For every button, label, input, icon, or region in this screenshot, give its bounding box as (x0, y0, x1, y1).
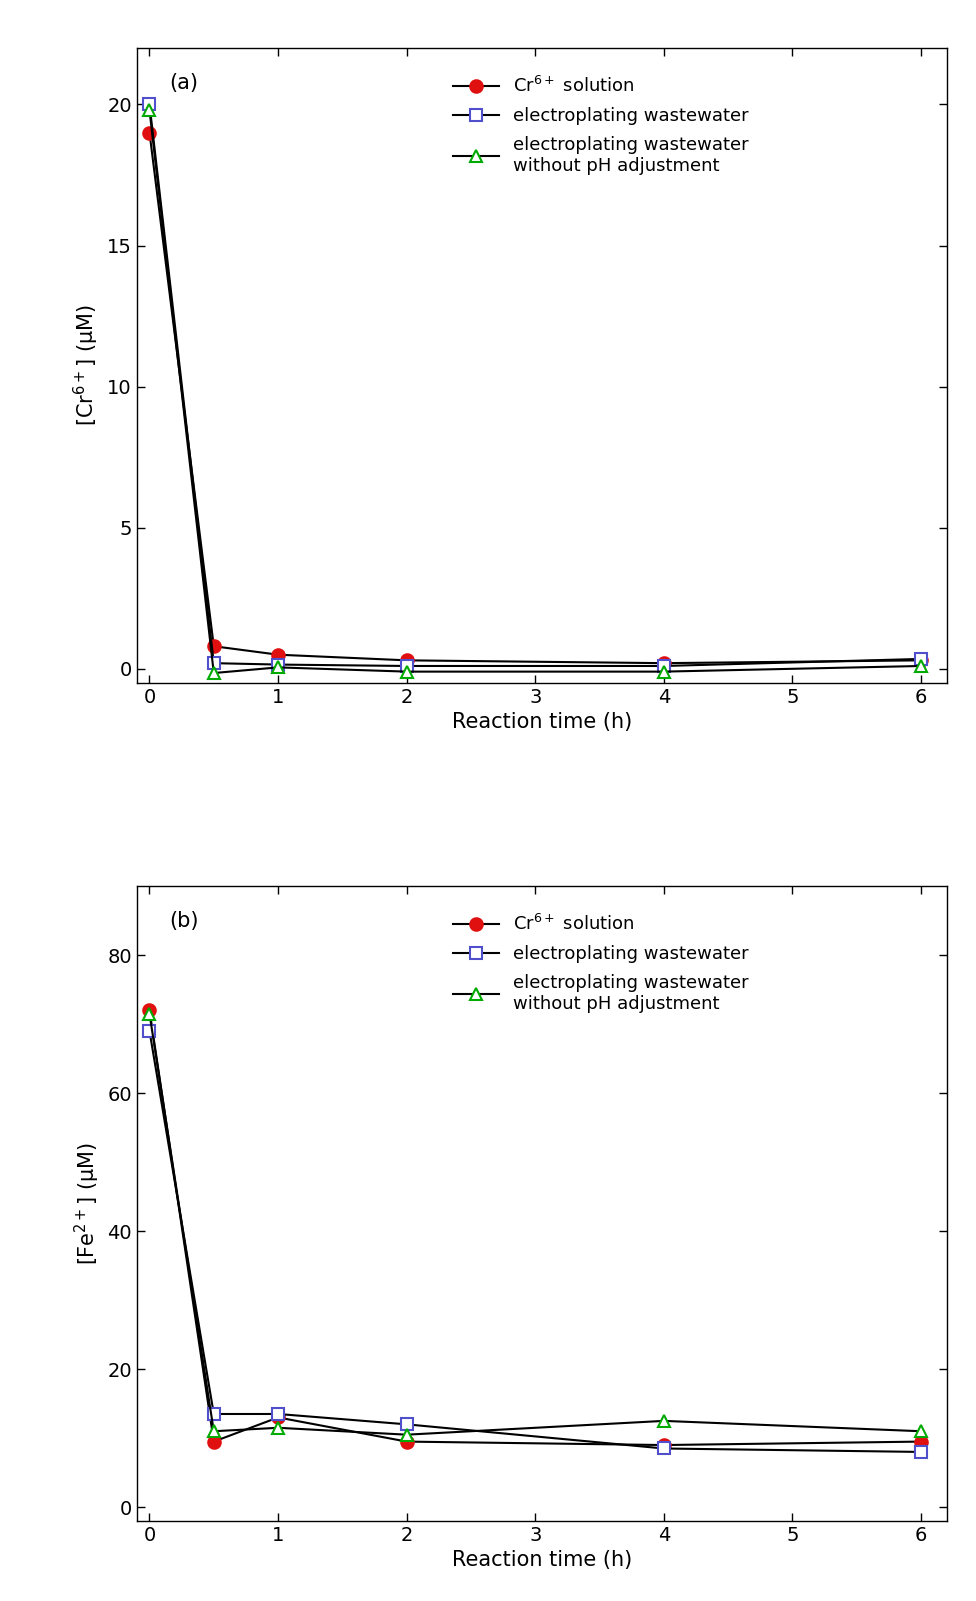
electroplating wastewater
without pH adjustment (272, 1418, 284, 1438)
electroplating wastewater (401, 1415, 413, 1434)
electroplating wastewater (272, 1404, 284, 1423)
X-axis label: Reaction time (h): Reaction time (h) (452, 712, 631, 732)
Line: electroplating wastewater: electroplating wastewater (143, 1025, 927, 1459)
Legend: Cr$^{6+}$ solution, electroplating wastewater, electroplating wastewater
without: Cr$^{6+}$ solution, electroplating waste… (454, 77, 749, 175)
electroplating wastewater (915, 1443, 927, 1462)
Line: electroplating wastewater
without pH adjustment: electroplating wastewater without pH adj… (143, 104, 927, 679)
Cr$^{6+}$ solution (658, 1436, 670, 1455)
Cr$^{6+}$ solution (272, 645, 284, 664)
Y-axis label: [Fe$^{2+}$] (μM): [Fe$^{2+}$] (μM) (72, 1142, 102, 1265)
electroplating wastewater (401, 656, 413, 676)
Text: (a): (a) (169, 74, 198, 93)
electroplating wastewater
without pH adjustment (401, 663, 413, 682)
electroplating wastewater
without pH adjustment (401, 1425, 413, 1444)
Cr$^{6+}$ solution (915, 1431, 927, 1451)
Cr$^{6+}$ solution (658, 653, 670, 672)
electroplating wastewater (658, 656, 670, 676)
Y-axis label: [Cr$^{6+}$] (μM): [Cr$^{6+}$] (μM) (72, 304, 102, 426)
X-axis label: Reaction time (h): Reaction time (h) (452, 1550, 631, 1571)
Cr$^{6+}$ solution (143, 1001, 155, 1020)
electroplating wastewater (143, 94, 155, 114)
Line: Cr$^{6+}$ solution: Cr$^{6+}$ solution (143, 1004, 927, 1451)
electroplating wastewater (915, 650, 927, 669)
electroplating wastewater
without pH adjustment (658, 663, 670, 682)
electroplating wastewater
without pH adjustment (208, 1422, 220, 1441)
Cr$^{6+}$ solution (208, 1431, 220, 1451)
Cr$^{6+}$ solution (272, 1407, 284, 1426)
electroplating wastewater
without pH adjustment (915, 656, 927, 676)
electroplating wastewater (208, 1404, 220, 1423)
electroplating wastewater (208, 653, 220, 672)
Cr$^{6+}$ solution (401, 1431, 413, 1451)
electroplating wastewater (272, 655, 284, 674)
electroplating wastewater (143, 1021, 155, 1041)
Line: electroplating wastewater: electroplating wastewater (143, 98, 927, 672)
Cr$^{6+}$ solution (401, 650, 413, 669)
Cr$^{6+}$ solution (143, 123, 155, 142)
Cr$^{6+}$ solution (915, 650, 927, 669)
electroplating wastewater (658, 1439, 670, 1459)
electroplating wastewater
without pH adjustment (658, 1412, 670, 1431)
electroplating wastewater
without pH adjustment (915, 1422, 927, 1441)
electroplating wastewater
without pH adjustment (208, 663, 220, 682)
Text: (b): (b) (169, 911, 198, 932)
electroplating wastewater
without pH adjustment (143, 101, 155, 120)
electroplating wastewater
without pH adjustment (272, 658, 284, 677)
Cr$^{6+}$ solution (208, 637, 220, 656)
electroplating wastewater
without pH adjustment (143, 1004, 155, 1023)
Line: Cr$^{6+}$ solution: Cr$^{6+}$ solution (143, 126, 927, 669)
Legend: Cr$^{6+}$ solution, electroplating wastewater, electroplating wastewater
without: Cr$^{6+}$ solution, electroplating waste… (454, 914, 749, 1013)
Line: electroplating wastewater
without pH adjustment: electroplating wastewater without pH adj… (143, 1007, 927, 1441)
